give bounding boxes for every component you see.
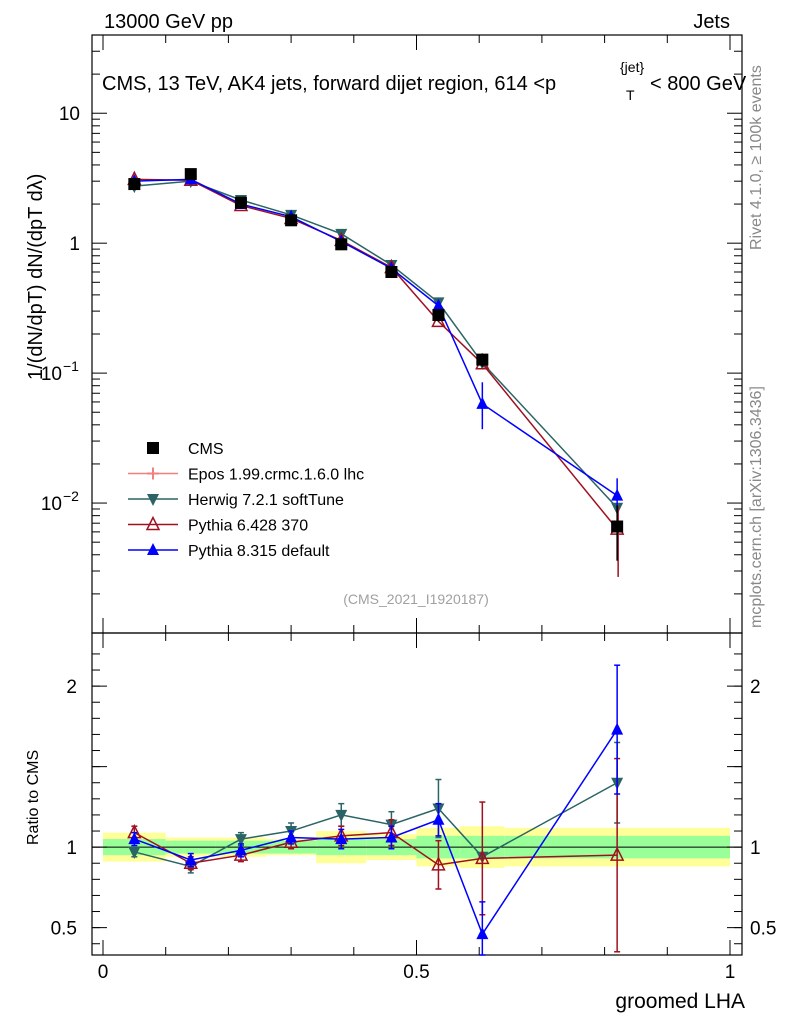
legend-marker [147,543,159,555]
ratio-point-2 [609,846,625,861]
ratio-tick-label: 1 [66,838,77,859]
ratio-point-3 [184,853,197,866]
ratio-point-2 [475,849,490,865]
legend-label: Pythia 8.315 default [188,543,330,560]
y-axis-label-main-text: 1/(dN/dpT) dN/(dpT dλ) [25,174,47,380]
legend-marker [145,515,161,531]
y-tick-exponent: −1 [63,358,79,374]
cms-point [234,196,247,209]
cms-point [184,168,197,181]
series-point-3 [432,298,445,311]
legend-label: Herwig 7.2.1 softTune [188,492,344,509]
y-axis-label-main: 1/(dN/dpT) dN/(dpT dλ) [25,174,47,380]
cms-point [385,266,398,279]
ratio-point-3 [476,927,489,940]
ratio-plot-frame [91,632,743,956]
ratio-tick-label-right: 0.5 [750,919,776,940]
x-tick-label: 1 [725,962,736,983]
legend-marker [147,494,159,506]
legend-label: Pythia 6.428 370 [188,518,308,535]
y-axis-label-ratio: Ratio to CMS [25,750,42,845]
cms-point [476,353,489,366]
ratio-point-1 [234,834,247,847]
y-tick-exponent: −2 [63,488,79,504]
ratio-tick-label: 2 [66,677,77,698]
ratio-series [127,664,625,956]
x-axis-label: groomed LHA [615,990,745,1013]
plot-title-sup: {jet} [620,59,644,75]
side-label-bottom: mcplots.cern.ch [arXiv:1306.3436] [748,386,765,628]
cms-point [285,214,298,227]
cms-point [335,238,348,251]
cms-point [611,520,624,533]
legend-marker [147,442,159,454]
x-tick-label: 0 [98,962,109,983]
legend-label: Epos 1.99.crmc.1.6.0 lhc [188,467,364,484]
plot-title-main: CMS, 13 TeV, AK4 jets, forward dijet reg… [102,73,556,95]
ratio-point-3 [611,722,624,735]
analysis-id: (CMS_2021_I1920187) [343,591,489,607]
y-tick-label: 10 [41,364,62,385]
cms-point [432,309,445,322]
side-label-top: Rivet 4.1.0, ≥ 100k events [748,65,765,250]
y-tick-label: 10 [59,104,80,125]
legend: CMS Epos 1.99.crmc.1.6.0 lhc Herwig 7.2.1 … [128,441,364,560]
ratio-point-3 [285,830,298,843]
ratio-point-3 [385,830,398,843]
ratio-point-3 [432,812,445,825]
main-series [127,168,625,577]
energy-label: 13000 GeV pp [104,11,233,33]
x-tick-label: 0.5 [403,962,429,983]
series-line-1 [134,180,618,509]
plot-title-end: < 800 GeV [650,73,747,95]
y-tick-label: 10 [41,494,62,515]
cms-point [128,178,141,191]
ratio-point-1 [335,809,348,822]
ratio-tick-label: 0.5 [51,919,77,940]
process-label: Jets [693,11,730,33]
plot-title-sub: T [626,87,635,103]
y-tick-label: 1 [69,234,80,255]
ratio-point-3 [128,832,141,845]
ratio-point-3 [234,843,247,856]
plot-title: CMS, 13 TeV, AK4 jets, forward dijet reg… [102,73,556,95]
ratio-point-3 [335,832,348,845]
ratio-tick-label-right: 1 [750,838,761,859]
legend-label: CMS [188,441,224,458]
ratio-point-2 [431,856,446,871]
ratio-point-1 [128,846,141,859]
ratio-tick-label-right: 2 [750,677,761,698]
